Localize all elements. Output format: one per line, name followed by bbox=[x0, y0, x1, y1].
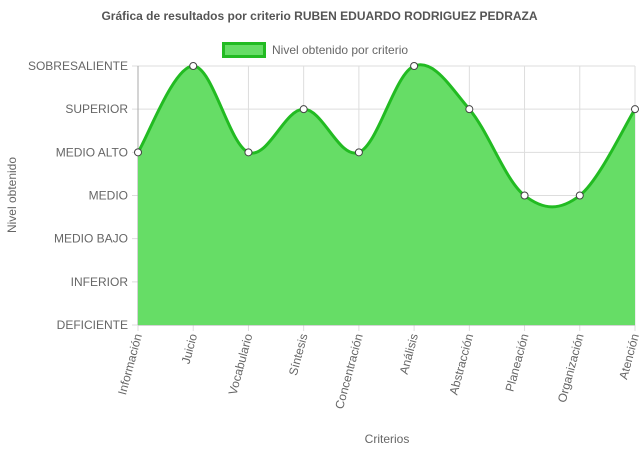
x-tick-label: Vocabulario bbox=[226, 332, 256, 397]
x-axis-label: Criterios bbox=[364, 432, 410, 446]
x-tick-label: Juicio bbox=[179, 332, 201, 366]
x-tick-label: Información bbox=[115, 332, 145, 396]
x-tick-label: Análisis bbox=[397, 332, 421, 376]
data-point bbox=[465, 105, 474, 114]
data-point bbox=[520, 191, 529, 200]
series-area bbox=[138, 64, 635, 326]
y-tick-label: SOBRESALIENTE bbox=[28, 59, 128, 73]
x-tick-label: Atención bbox=[616, 332, 639, 381]
x-tick-label: Abstracción bbox=[446, 332, 476, 396]
data-point bbox=[575, 191, 584, 200]
data-point bbox=[299, 105, 308, 114]
data-point bbox=[189, 62, 198, 70]
y-tick-label: MEDIO bbox=[89, 189, 128, 203]
data-point bbox=[244, 148, 253, 157]
data-point bbox=[354, 148, 363, 157]
x-tick-label: Planeación bbox=[503, 332, 532, 393]
data-point bbox=[134, 148, 142, 157]
x-tick-label: Concentración bbox=[332, 332, 366, 410]
data-point bbox=[631, 105, 639, 114]
legend-swatch bbox=[222, 42, 266, 58]
x-tick-label: Síntesis bbox=[286, 332, 311, 377]
y-tick-label: INFERIOR bbox=[71, 275, 129, 289]
y-tick-label: MEDIO ALTO bbox=[56, 145, 128, 159]
y-tick-label: SUPERIOR bbox=[65, 102, 128, 116]
legend[interactable]: Nivel obtenido por criterio bbox=[222, 42, 408, 58]
y-tick-label: MEDIO BAJO bbox=[54, 232, 128, 246]
chart-title: Gráfica de resultados por criterio RUBEN… bbox=[101, 9, 538, 23]
legend-label: Nivel obtenido por criterio bbox=[272, 43, 409, 57]
series-line bbox=[136, 63, 637, 209]
y-tick-label: DEFICIENTE bbox=[57, 318, 128, 332]
data-point bbox=[410, 62, 419, 70]
x-tick-label: Organización bbox=[555, 332, 587, 404]
